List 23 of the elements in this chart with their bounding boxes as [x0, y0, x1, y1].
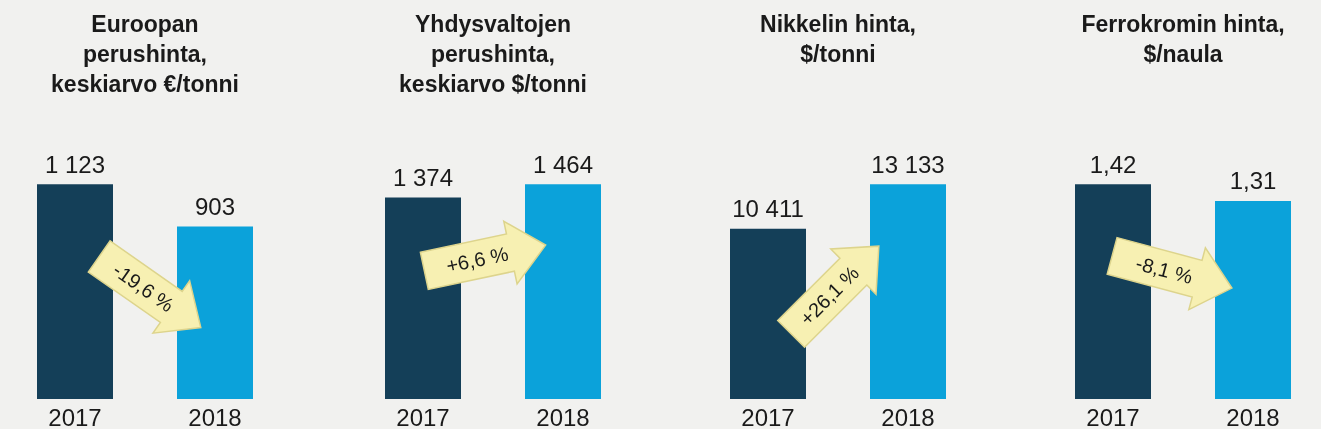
x-tick-label: 2017 — [396, 403, 450, 429]
data-label: 1 464 — [532, 150, 594, 178]
annotation: -8,1 % — [1133, 251, 1196, 289]
chart-title: Yhdysvaltojen perushinta, keskiarvo $/tonni — [399, 11, 587, 97]
chart-title: Euroopan perushinta, keskiarvo €/tonni — [51, 11, 239, 97]
x-tick-label: 2017 — [1086, 403, 1140, 429]
chart-title: Nikkelin hinta, $/tonni — [760, 11, 916, 67]
x-tick-label: 2018 — [1226, 403, 1280, 429]
data-label: 1 123 — [44, 150, 106, 178]
x-tick-label: 2017 — [48, 403, 102, 429]
annotation: -19,6 % — [108, 258, 179, 317]
x-tick-label: 2017 — [741, 403, 795, 429]
data-label: 1 374 — [392, 164, 454, 192]
data-label: 903 — [194, 192, 236, 220]
annotation: +6,6 % — [444, 242, 511, 277]
chart-title: Ferrokromin hinta, $/naula — [1081, 11, 1285, 67]
data-label: 10 411 — [732, 195, 804, 223]
data-label: 1,42 — [1089, 150, 1137, 178]
data-label: 13 133 — [871, 150, 945, 178]
x-tick-label: 2018 — [188, 403, 242, 429]
x-tick-label: 2018 — [536, 403, 590, 429]
data-label: 1,31 — [1229, 167, 1277, 195]
x-tick-label: 2018 — [881, 403, 935, 429]
